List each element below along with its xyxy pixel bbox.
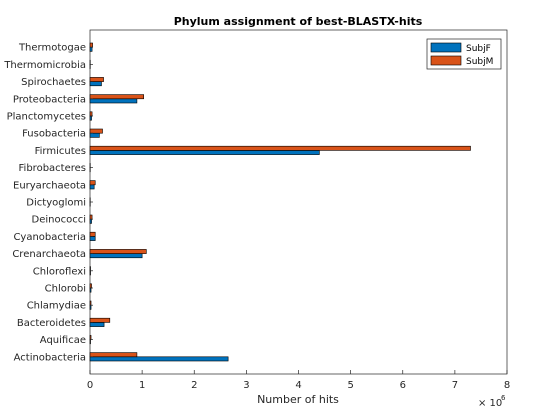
bar-subjf-chlamydiae — [89, 304, 92, 310]
legend: SubjF SubjM — [426, 38, 502, 70]
y-tick-label-dictyoglomi: Dictyoglomi — [26, 198, 86, 209]
x-exponent-power: 6 — [501, 394, 506, 402]
bar-subjm-actinobacteria — [89, 352, 138, 358]
y-tick-label-deinococci: Deinococci — [32, 215, 86, 226]
bar-subjm-chlorobi — [89, 283, 92, 289]
y-tick-label-chloroflexi: Chloroflexi — [33, 266, 86, 277]
bar-subjf-euryarchaeota — [89, 184, 95, 190]
bar-subjm-proteobacteria — [89, 94, 144, 100]
bar-subjf-actinobacteria — [89, 356, 229, 362]
bar-subjf-crenarchaeota — [89, 253, 143, 259]
y-tick-label-chlorobi: Chlorobi — [45, 284, 86, 295]
bar-subjf-firmicutes — [89, 150, 320, 155]
x-tick-label-1: 1 — [139, 380, 145, 391]
bars-layer — [89, 42, 471, 362]
bar-subjm-firmicutes — [89, 145, 471, 151]
x-exponent-label: × 10 6 — [478, 394, 506, 409]
y-tick-label-fusobacteria: Fusobacteria — [22, 129, 86, 140]
y-tick-label-fibrobacteres: Fibrobacteres — [19, 163, 86, 174]
legend-label-subjf: SubjF — [466, 44, 491, 54]
bar-subjf-cyanobacteria — [89, 236, 96, 241]
bar-subjm-bacteroidetes — [89, 317, 111, 323]
bar-subjm-aquificae — [89, 335, 92, 340]
bar-subjm-euryarchaeota — [89, 180, 96, 186]
y-tick-label-aquificae: Aquificae — [40, 335, 86, 346]
y-axis: Actinobacteria Aquificae Bacteroidetes Chla… — [3, 43, 93, 363]
y-tick-label-firmicutes: Firmicutes — [35, 146, 86, 157]
bar-subjf-chlorobi — [89, 287, 92, 293]
bar-subjf-planctomycetes — [89, 115, 92, 121]
bar-subjf-bacteroidetes — [89, 322, 105, 327]
bar-subjf-fusobacteria — [89, 132, 100, 138]
y-tick-label-cyanobacteria: Cyanobacteria — [13, 232, 86, 243]
bar-subjf-thermotogae — [89, 46, 93, 52]
x-tick-label-6: 6 — [400, 380, 406, 391]
x-tick-label-5: 5 — [347, 380, 353, 391]
x-tick-label-4: 4 — [295, 380, 301, 391]
bar-subjm-deinococci — [89, 214, 93, 220]
chart-title: Phylum assignment of best-BLASTX-hits — [174, 15, 423, 28]
y-tick-label-thermotogae: Thermotogae — [18, 43, 86, 54]
y-tick-label-euryarchaeota: Euryarchaeota — [13, 180, 86, 191]
bar-subjm-cyanobacteria — [89, 231, 96, 237]
x-axis-label: Number of hits — [257, 393, 339, 406]
x-tick-label-3: 3 — [243, 380, 249, 391]
y-tick-label-bacteroidetes: Bacteroidetes — [17, 318, 86, 329]
y-tick-label-chlamydiae: Chlamydiae — [27, 301, 86, 312]
x-tick-label-7: 7 — [452, 380, 458, 391]
x-tick-label-8: 8 — [504, 380, 510, 391]
y-tick-label-actinobacteria: Actinobacteria — [14, 352, 86, 363]
legend-label-subjm: SubjM — [466, 57, 493, 67]
plot-area — [89, 29, 508, 375]
x-axis: 0 1 2 3 4 5 6 7 8 — [87, 370, 510, 391]
x-exponent-base: × 10 — [478, 398, 502, 409]
y-tick-label-spirochaetes: Spirochaetes — [21, 77, 86, 88]
legend-swatch-subjf — [430, 42, 462, 53]
y-tick-label-planctomycetes: Planctomycetes — [7, 112, 86, 123]
bar-subjm-crenarchaeota — [89, 249, 147, 254]
bar-subjf-proteobacteria — [89, 98, 138, 104]
y-tick-label-crenarchaeota: Crenarchaeota — [12, 249, 86, 260]
y-tick-label-proteobacteria: Proteobacteria — [13, 94, 86, 105]
bar-subjf-chloroflexi — [89, 270, 91, 276]
bar-subjm-chloroflexi — [89, 266, 91, 272]
x-tick-label-2: 2 — [191, 380, 197, 391]
bar-subjm-planctomycetes — [89, 111, 93, 117]
bar-subjm-thermotogae — [89, 42, 93, 48]
x-tick-label-0: 0 — [87, 380, 93, 391]
bar-subjf-spirochaetes — [89, 81, 102, 87]
bar-subjf-deinococci — [89, 218, 92, 224]
bar-subjf-aquificae — [89, 339, 91, 345]
legend-swatch-subjm — [430, 55, 462, 66]
bar-subjm-chlamydiae — [89, 300, 92, 306]
bar-subjm-fusobacteria — [89, 128, 103, 134]
bar-subjm-spirochaetes — [89, 77, 104, 82]
y-tick-label-thermomicrobia: Thermomicrobia — [3, 60, 86, 71]
